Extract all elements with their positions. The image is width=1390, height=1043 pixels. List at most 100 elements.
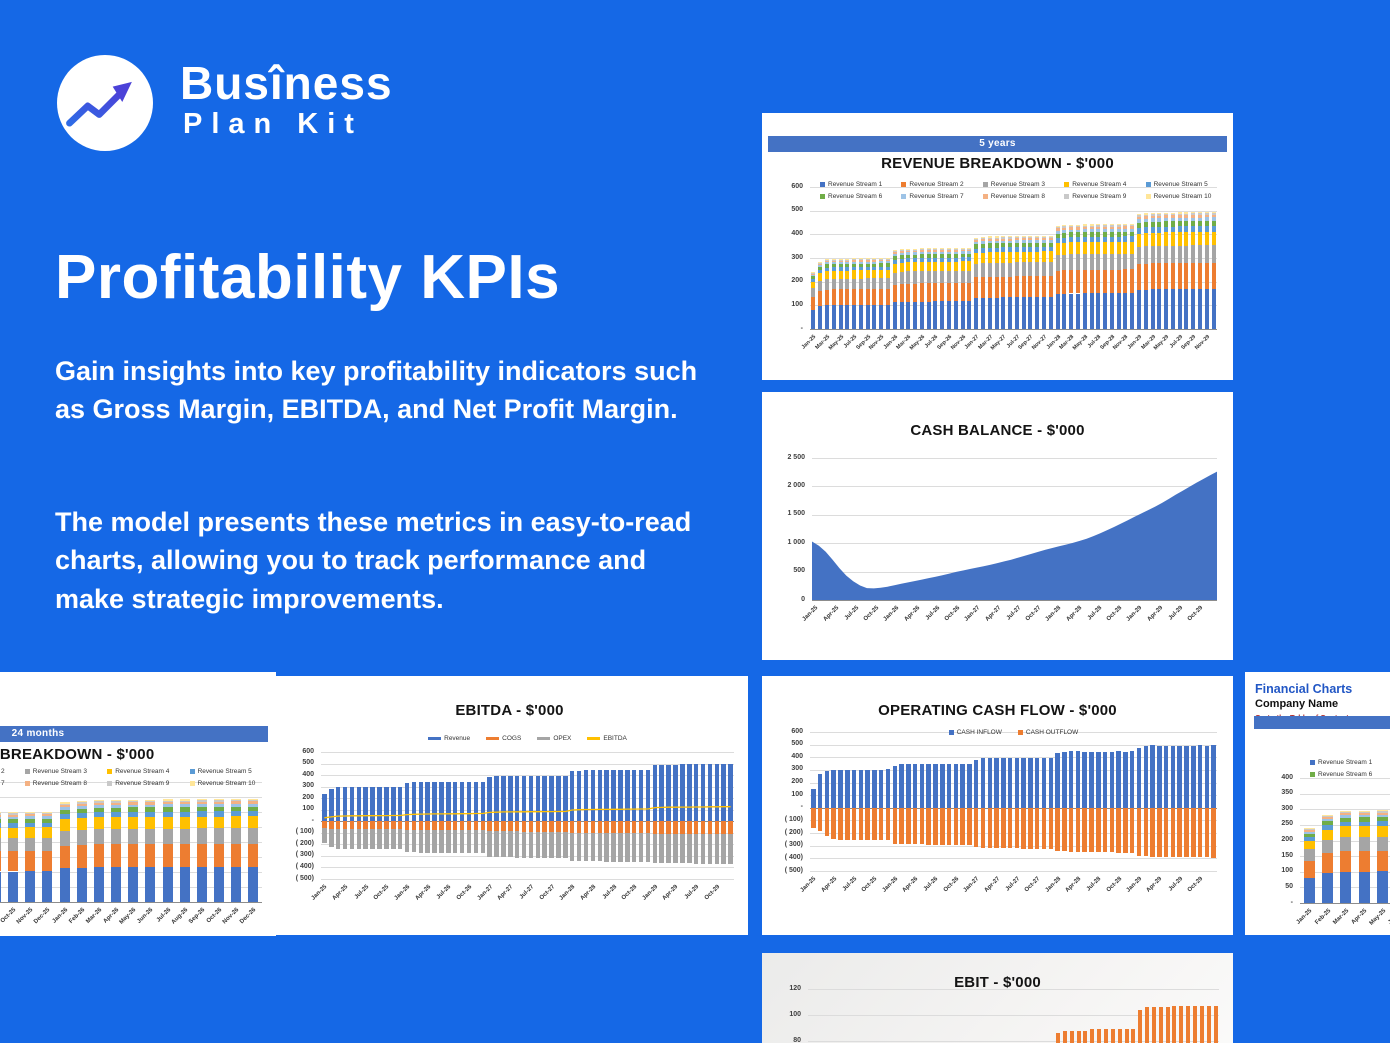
- stacked-bar-segment: [838, 260, 843, 262]
- stacked-bar-segment: [1069, 270, 1074, 294]
- bar: [494, 821, 499, 832]
- bar: [342, 829, 348, 849]
- stacked-bar-segment: [1042, 242, 1047, 247]
- gridline: [321, 879, 734, 880]
- stacked-bar-segment: [0, 871, 1, 902]
- stacked-bar-segment: [1157, 214, 1162, 216]
- gridline: [810, 833, 1217, 835]
- stacked-bar-segment: [913, 301, 918, 329]
- bar: [618, 832, 623, 862]
- stacked-bar-segment: [59, 804, 70, 808]
- stacked-bar-segment: [831, 260, 836, 263]
- stacked-bar-segment: [196, 803, 207, 807]
- bar: [1177, 745, 1182, 808]
- bar: [1109, 807, 1115, 853]
- y-axis-tick-label: ( 400): [784, 853, 803, 861]
- stacked-bar-segment: [1130, 228, 1135, 232]
- stacked-bar-segment: [987, 247, 992, 253]
- stacked-bar-segment: [1069, 225, 1074, 228]
- stacked-bar-segment: [42, 816, 53, 819]
- bar: [1068, 807, 1074, 852]
- y-axis-tick-label: 0: [801, 595, 805, 603]
- stacked-bar-segment: [1096, 269, 1101, 294]
- stacked-bar-segment: [858, 289, 863, 305]
- legend-item: Revenue Stream 1: [1310, 752, 1388, 770]
- y-axis-tick-label: ( 400): [295, 862, 314, 870]
- bar: [919, 764, 925, 808]
- x-axis-tick-label: Jul-26: [436, 884, 453, 901]
- bar: [576, 770, 582, 822]
- stacked-bar-segment: [1021, 276, 1026, 298]
- stacked-bar-segment: [8, 823, 19, 828]
- x-axis-tick-label: Jan-29: [1125, 876, 1144, 894]
- bar: [418, 782, 424, 822]
- stacked-bar-segment: [1184, 263, 1189, 290]
- stacked-bar-segment: [933, 248, 938, 250]
- bar: [707, 821, 713, 835]
- bar: [1075, 751, 1081, 808]
- stacked-bar-segment: [818, 273, 823, 282]
- stacked-bar-segment: [1028, 242, 1033, 247]
- bar: [425, 830, 430, 853]
- stacked-bar-segment: [76, 845, 87, 868]
- stacked-bar-segment: [913, 283, 918, 302]
- bar: [625, 832, 630, 862]
- stacked-bar-segment: [1014, 297, 1019, 329]
- stacked-bar-segment: [892, 302, 897, 329]
- stacked-bar-segment: [994, 262, 999, 277]
- legend-item: Revenue Stream 5: [1145, 174, 1217, 192]
- y-axis-tick-label: 350: [1281, 789, 1293, 797]
- bar: [625, 770, 630, 822]
- bar: [1186, 1005, 1191, 1043]
- stacked-bar-segment: [953, 301, 958, 329]
- bar: [501, 776, 506, 822]
- bar: [514, 776, 520, 822]
- y-axis-tick-label: 400: [1281, 773, 1293, 781]
- bar: [597, 832, 603, 862]
- bar: [845, 807, 850, 840]
- y-axis-tick-label: ( 300): [784, 841, 803, 849]
- stacked-bar-segment: [1055, 230, 1060, 234]
- period-banner: [1254, 716, 1390, 729]
- bar: [892, 766, 898, 808]
- y-axis-tick-label: 2 500: [787, 453, 805, 461]
- stacked-bar-segment: [1177, 245, 1182, 264]
- bar: [1089, 751, 1094, 808]
- stacked-bar-segment: [1089, 225, 1094, 227]
- stacked-bar-segment: [1303, 837, 1315, 841]
- bar: [721, 821, 726, 835]
- stacked-bar-segment: [76, 818, 87, 830]
- stacked-bar-segment: [906, 301, 911, 329]
- stacked-bar-segment: [1204, 220, 1209, 226]
- stacked-bar-segment: [892, 284, 897, 303]
- stacked-bar-segment: [93, 829, 104, 845]
- stacked-bar-segment: [1082, 236, 1087, 243]
- stacked-bar-segment: [811, 309, 816, 329]
- stacked-bar-segment: [0, 851, 1, 872]
- x-axis-line: [810, 807, 1217, 809]
- bar: [611, 832, 616, 862]
- stacked-bar-segment: [994, 236, 999, 238]
- gridline: [0, 797, 262, 798]
- stacked-bar-segment: [1042, 246, 1047, 252]
- gridline: [1300, 778, 1390, 779]
- bar: [1014, 757, 1020, 808]
- x-axis-tick-label: Jul-29: [1167, 605, 1185, 622]
- stacked-bar-segment: [1123, 269, 1128, 294]
- bar: [680, 764, 685, 822]
- chart-title: EBITDA - $'000: [455, 702, 564, 719]
- stacked-bar-segment: [111, 829, 122, 845]
- stacked-bar-segment: [892, 251, 897, 253]
- bar: [940, 807, 945, 845]
- stacked-bar-segment: [1048, 251, 1053, 263]
- stacked-bar-segment: [987, 238, 992, 241]
- bar: [556, 831, 561, 858]
- bar: [590, 770, 596, 822]
- stacked-bar-segment: [1136, 227, 1141, 234]
- period-banner: 5 years: [768, 136, 1227, 152]
- stacked-bar-segment: [980, 241, 985, 244]
- bar: [335, 787, 341, 822]
- stacked-bar-segment: [1177, 232, 1182, 246]
- stacked-bar-segment: [926, 301, 931, 329]
